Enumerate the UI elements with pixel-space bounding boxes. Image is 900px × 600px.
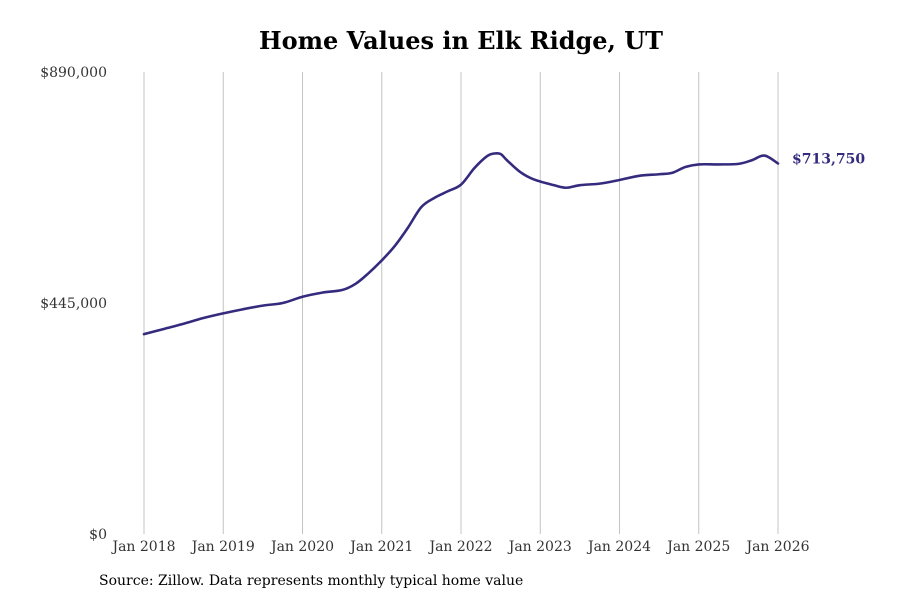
y-tick-label: $0 (89, 527, 107, 543)
last-value-label: $713,750 (792, 151, 865, 167)
series-line-0 (142, 151, 780, 336)
x-axis-ticks: Jan 2018 Jan 2019 Jan 2020 Jan 2021 Jan 2022… (110, 539, 809, 555)
x-tick-label: Jan 2020 (269, 539, 334, 555)
x-tick-label: Jan 2024 (586, 539, 651, 555)
grid-layer (143, 72, 779, 534)
x-tick-label: Jan 2019 (190, 539, 255, 555)
x-tick-label: Jan 2026 (744, 539, 809, 555)
y-axis-ticks: $0 $445,000 $890,000 (40, 65, 107, 543)
x-tick-label: Jan 2023 (507, 539, 572, 555)
x-tick-label: Jan 2018 (110, 539, 175, 555)
series-layer (142, 151, 780, 336)
x-tick-label: Jan 2025 (665, 539, 730, 555)
y-tick-label: $445,000 (40, 296, 107, 312)
source-note: Source: Zillow. Data represents monthly … (99, 573, 524, 589)
chart-title: Home Values in Elk Ridge, UT (258, 26, 664, 55)
x-tick-label: Jan 2021 (348, 539, 413, 555)
y-tick-label: $890,000 (40, 65, 107, 81)
x-tick-label: Jan 2022 (427, 539, 492, 555)
